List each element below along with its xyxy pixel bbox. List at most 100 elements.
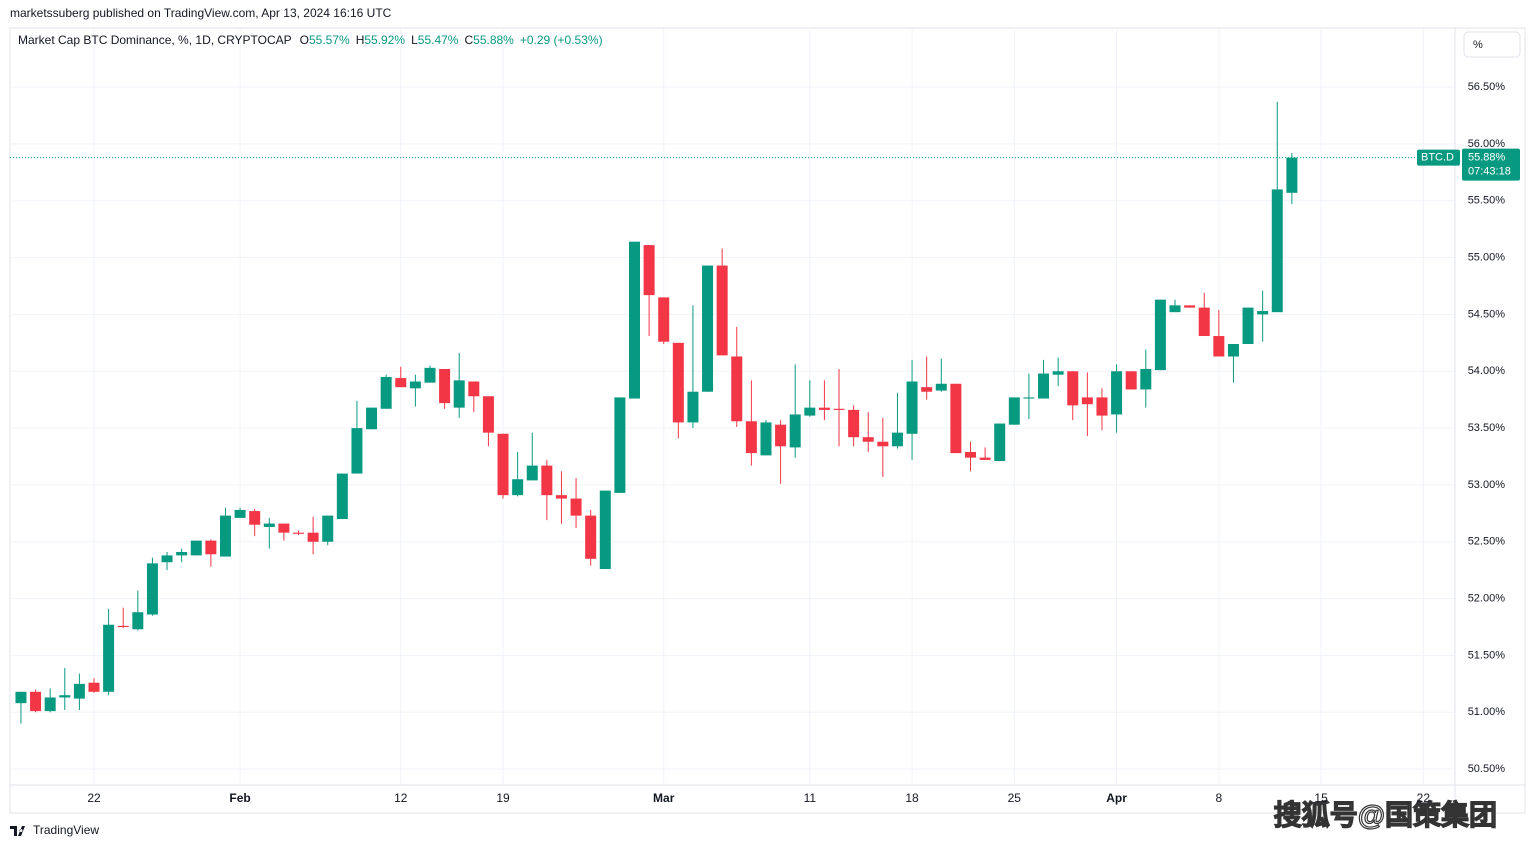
- x-tick-label: 11: [804, 791, 817, 805]
- x-tick-label: 19: [496, 791, 510, 805]
- price-tag-label: 55.88%: [1468, 151, 1506, 163]
- symbol: Market Cap BTC Dominance, %, 1D, CRYPTOC…: [18, 33, 292, 47]
- candle-body: [818, 407, 830, 410]
- candle-body: [30, 691, 42, 712]
- candle-body: [190, 540, 202, 556]
- ohlc-value: 55.88%: [473, 33, 514, 47]
- candle-body: [789, 414, 801, 448]
- ohlc-key: H: [356, 33, 365, 47]
- x-tick-label: 22: [87, 791, 101, 805]
- y-tick-label: 52.50%: [1468, 536, 1506, 548]
- candle-body: [1008, 397, 1020, 425]
- y-tick-label: 56.00%: [1468, 138, 1506, 150]
- candle-body: [1227, 343, 1239, 357]
- candle-body: [979, 457, 991, 460]
- y-tick-label: 53.00%: [1468, 479, 1506, 491]
- candle-body: [278, 523, 290, 533]
- candle-body: [964, 451, 976, 458]
- candle-body: [15, 691, 27, 704]
- candle-body: [1125, 371, 1137, 390]
- candle-body: [1169, 305, 1181, 313]
- candle-body: [775, 424, 787, 447]
- candle-body: [322, 515, 334, 542]
- candle-body: [453, 380, 465, 408]
- candle-body: [629, 241, 641, 399]
- candle-body: [716, 265, 728, 356]
- candle-body: [1038, 373, 1050, 399]
- candle-body: [103, 624, 115, 692]
- y-tick-label: 55.50%: [1468, 195, 1506, 207]
- percent-button-label[interactable]: %: [1473, 39, 1483, 51]
- ohlc-key: C: [464, 33, 473, 47]
- candle-body: [1184, 305, 1196, 308]
- candle-body: [497, 433, 509, 496]
- candle-body: [176, 551, 188, 556]
- candle-body: [1067, 371, 1079, 406]
- candle-body: [687, 391, 699, 423]
- candle-body: [1154, 299, 1166, 371]
- y-tick-label: 56.50%: [1468, 81, 1506, 93]
- candle-body: [512, 479, 524, 496]
- candle-body: [205, 540, 217, 555]
- candle-body: [59, 695, 71, 698]
- candle-body: [1096, 397, 1108, 416]
- candle-body: [88, 682, 100, 692]
- candle-body: [672, 342, 684, 423]
- ohlc-key: L: [411, 33, 418, 47]
- x-tick-label: Mar: [653, 791, 675, 805]
- candle-body: [906, 381, 918, 434]
- candle-body: [1286, 157, 1298, 193]
- candle-body: [44, 697, 56, 712]
- candle-body: [891, 432, 903, 447]
- candle-body: [877, 441, 889, 447]
- publisher-line: marketssuberg published on TradingView.c…: [10, 6, 392, 20]
- candle-body: [1213, 336, 1225, 357]
- legend: Market Cap BTC Dominance, %, 1D, CRYPTOC…: [18, 33, 603, 47]
- candle-body: [745, 421, 757, 454]
- grid: [10, 28, 1455, 785]
- candle-body: [585, 515, 597, 559]
- candle-body: [380, 376, 392, 409]
- candle-body: [468, 381, 480, 397]
- ohlc-key: O: [300, 33, 309, 47]
- plot-area: [10, 101, 1455, 724]
- candle-body: [935, 383, 947, 391]
- countdown-label: 07:43:18: [1468, 165, 1511, 177]
- candle-body: [1023, 397, 1035, 399]
- candle-body: [921, 387, 933, 392]
- symbol-tag: [1417, 149, 1460, 166]
- candle-body: [950, 383, 962, 454]
- ohlc-value: 55.47%: [418, 33, 459, 47]
- candle-body: [482, 396, 494, 433]
- candle-body: [263, 523, 275, 527]
- x-tick-label: 22: [1417, 791, 1431, 805]
- candle-body: [351, 428, 363, 474]
- symbol-tag-label: BTC.D: [1421, 151, 1454, 163]
- x-tick-label: 25: [1008, 791, 1022, 805]
- candle-body: [1198, 307, 1210, 337]
- x-tick-label: 8: [1215, 791, 1222, 805]
- candle-body: [395, 378, 407, 388]
- candle-body: [409, 381, 421, 389]
- candle-body: [658, 297, 670, 342]
- candle-body: [293, 532, 305, 534]
- percent-button[interactable]: [1463, 31, 1521, 58]
- y-tick-label: 54.50%: [1468, 308, 1506, 320]
- candle-body: [570, 498, 582, 516]
- candle-body: [760, 422, 772, 456]
- candle-body: [117, 625, 129, 628]
- candle-body: [249, 511, 261, 525]
- candle-body: [219, 515, 231, 557]
- candle-body: [526, 465, 538, 481]
- ohlc-value: 55.57%: [309, 33, 350, 47]
- y-tick-label: 51.50%: [1468, 649, 1506, 661]
- candle-body: [146, 563, 158, 615]
- x-tick-label: 12: [394, 791, 408, 805]
- candle-body: [702, 265, 714, 392]
- x-tick-label: Apr: [1106, 791, 1127, 805]
- y-tick-label: 55.00%: [1468, 252, 1506, 264]
- candle-body: [1140, 368, 1152, 390]
- candle-body: [132, 612, 144, 630]
- candle-body: [336, 473, 348, 520]
